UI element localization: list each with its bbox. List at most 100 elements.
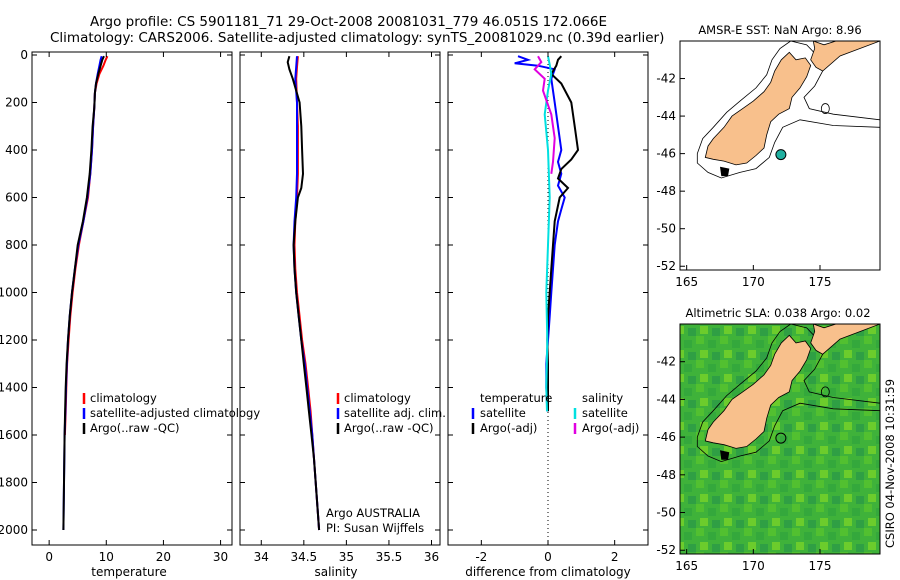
sst-float-position-marker [775,149,787,161]
map_sst-lat-tick-label: -52 [656,259,676,273]
depth-tick-label: 2000 [0,523,28,537]
salinity-axes-frame [239,51,441,546]
difference-axes-frame [447,51,649,546]
map_sst-lat-tick-label: -42 [656,72,676,86]
salinity-series-argo-raw-qc- [286,55,321,531]
sst-chatham-contour [820,103,830,114]
salinity-panel: 34 34.5 35 35.5 36 salinity climatology sate… [239,51,446,579]
legend-climatology: climatology [90,391,157,405]
temperature-xtick-label: 20 [156,550,171,564]
depth-tick-label: 800 [5,238,28,252]
temperature-axes-frame [31,51,233,546]
sst-map-frame [679,40,881,271]
temperature-series-argo-raw-qc- [62,55,105,531]
depth-tick-label: 200 [5,96,28,110]
sla-float-position-marker [775,432,787,444]
salinity-xlabel: salinity [314,565,357,579]
difference-xtick-label: 2 [611,550,619,564]
depth-tick-label: 1400 [0,381,28,395]
sst-map-panel: AMSR-E SST: NaN Argo: 8.96 165 170 175 -42 -… [656,23,881,289]
salinity-series-climatology [293,56,321,531]
depth-tick-label: 400 [5,143,28,157]
sla-new-zealand-land [704,334,812,449]
sst-north-island-land [810,41,880,72]
sla-stewart-island [720,450,730,460]
depth-tick-label: 1000 [0,286,28,300]
sla-map-frame [679,323,881,555]
salinity-xtick-label: 36 [424,550,439,564]
difference-series-salinity-satellite [543,55,553,412]
map_sst-lat-tick-label: -44 [656,109,676,123]
map_sla-lon-tick-label: 175 [809,559,832,573]
csiro-timestamp: CSIRO 04-Nov-2008 10:31:59 [883,379,897,548]
salinity-xtick-label: 35.5 [376,550,403,564]
sla-bathymetry-contour [696,324,880,463]
sst-stewart-island [720,166,730,177]
temperature-xtick-label: 0 [45,550,53,564]
legend-temp-satellite: satellite [480,406,526,420]
legend-argo-raw: Argo(..raw -QC) [90,421,180,435]
legend-salinity-title: salinity [582,391,623,405]
difference-series-temperature-satellite [514,55,566,412]
difference-panel: -2 0 2 difference from climatology tempera… [447,51,649,579]
difference-xtick-label: -2 [475,550,487,564]
temperature-legend: climatology satellite-adjusted climatolo… [82,391,260,435]
temperature-series-climatology [63,55,109,436]
legend-satellite-adjusted: satellite-adjusted climatology [90,406,260,420]
map_sla-lon-tick-label: 165 [675,559,698,573]
salinity-xtick-label: 34.5 [290,550,317,564]
argo-annotation-line1: Argo AUSTRALIA [326,506,420,520]
depth-tick-label: 1200 [0,333,28,347]
sst-map-title: AMSR-E SST: NaN Argo: 8.96 [698,23,861,37]
sst-bathymetry-contour [696,41,880,179]
difference-series-salinity-argo-adj- [533,55,556,174]
depth-tick-label: 1600 [0,428,28,442]
legend-sal-satellite: satellite [582,406,628,420]
legend-satellite-adj: satellite adj. clim. [344,406,446,420]
salinity-xtick-label: 34 [254,550,269,564]
map_sla-lat-tick-label: -46 [656,430,676,444]
temperature-xlabel: temperature [91,565,166,579]
map_sla-lat-tick-label: -44 [656,392,676,406]
temperature-xtick-label: 30 [213,550,228,564]
map_sla-lat-tick-label: -48 [656,468,676,482]
depth-tick-label: 600 [5,191,28,205]
depth-tick-label: 0 [20,48,28,62]
sla-map-panel: Altimetric SLA: 0.038 Argo: 0.02 165 170 1… [656,306,881,573]
map_sla-lat-tick-label: -42 [656,355,676,369]
map_sst-lon-tick-label: 170 [742,275,765,289]
sla-chatham-contour [820,386,830,398]
legend-sal-argo: Argo(-adj) [582,421,639,435]
map_sst-lon-tick-label: 175 [809,275,832,289]
temperature-panel: 0 10 20 30 0 200 400 600 800 1000 1200 1400 1600 1800… [0,48,260,579]
figure-title-line2: Climatology: CARS2006. Satellite-adjuste… [50,30,664,46]
salinity-xtick-label: 35 [339,550,354,564]
map_sla-lat-tick-label: -52 [656,543,676,557]
sst-map-content [696,41,880,179]
legend-temp-argo: Argo(-adj) [480,421,537,435]
sst-new-zealand-land [704,51,812,166]
sla-map-title: Altimetric SLA: 0.038 Argo: 0.02 [685,306,870,320]
sla-map-content [696,324,880,463]
map_sst-lon-tick-label: 165 [675,275,698,289]
depth-tick-label: 1800 [0,476,28,490]
figure-title-line1: Argo profile: CS 5901181_71 29-Oct-2008 … [90,14,607,30]
map_sst-lat-tick-label: -48 [656,184,676,198]
map_sst-lat-tick-label: -46 [656,147,676,161]
difference-legend: temperature satellite Argo(-adj) salinit… [471,391,639,435]
difference-xtick-label: 0 [544,550,552,564]
map_sla-lat-tick-label: -50 [656,506,676,520]
legend-temperature-title: temperature [480,391,552,405]
temperature-series-satellite-adjusted-climatology [62,55,103,531]
temperature-xtick-label: 10 [99,550,114,564]
argo-annotation-line2: PI: Susan Wijffels [326,521,424,535]
legend-argo-raw: Argo(..raw -QC) [344,421,434,435]
difference-series-temperature-argo-adj- [546,55,580,412]
map_sst-lat-tick-label: -50 [656,222,676,236]
salinity-legend: climatology satellite adj. clim. Argo(..… [336,391,446,435]
difference-xlabel: difference from climatology [465,565,631,579]
map_sla-lon-tick-label: 170 [742,559,765,573]
sla-north-island-land [810,324,880,355]
legend-climatology: climatology [344,391,411,405]
